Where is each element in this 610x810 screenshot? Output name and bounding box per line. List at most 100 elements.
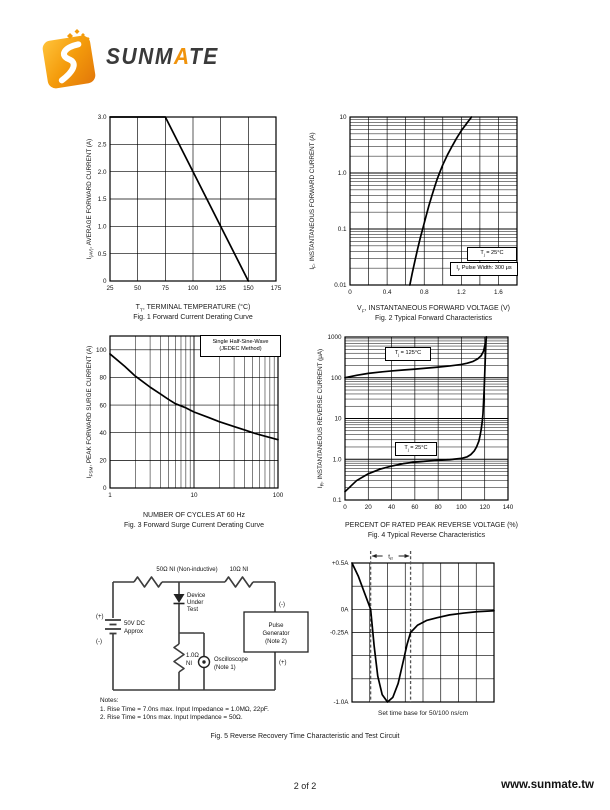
fig4-x-axis-title: PERCENT OF RATED PEAK REVERSE VOLTAGE (%… — [345, 522, 518, 529]
resistor-1ohm-label-1: 1.0Ω — [186, 653, 199, 659]
trr-arrow-right — [404, 554, 410, 558]
fig4-caption: Fig. 4 Typical Reverse Characteristics — [367, 532, 486, 539]
resistor-1ohm-label-2: NI — [186, 661, 192, 667]
trr-label: trr — [388, 554, 393, 561]
x-tick-label: 50 — [134, 285, 142, 292]
y-tick-label: 100 — [331, 375, 342, 382]
oscilloscope-symbol — [197, 655, 211, 669]
fig5-circuit-drawing: 50Ω NI (Non-inductive) 10Ω NI Device Und… — [96, 567, 309, 691]
y-tick-label: 40 — [99, 430, 107, 437]
oscilloscope-label-2: (Note 1) — [214, 665, 236, 671]
x-tick-label: 140 — [503, 504, 514, 511]
fig4-annotation-tj25: Tj = 25°C — [395, 442, 437, 456]
fig5-recovery-waveform: +0.5A 0A -0.25A -1.0A trr Set time base for … — [322, 546, 542, 731]
x-tick-label: 0.8 — [420, 289, 429, 296]
plot-border — [349, 116, 518, 286]
y-tick-label: 0 — [103, 278, 107, 285]
fig2-forward-characteristics: 0 0.4 0.8 1.2 1.6 10 1.0 0.1 0.01 IF, INSTANTANEO… — [298, 103, 598, 333]
fig3-annotation-jedec: Single Half-Sine-Wave (JEDEC Method) — [200, 335, 281, 357]
note-1: 1. Rise Time = 7.0ns max. Input Impedanc… — [100, 705, 269, 713]
fig2-annotation-pulse-width: IF Pulse Width: 300 μs — [450, 262, 518, 276]
x-tick-label: 80 — [435, 504, 443, 511]
battery-label-1: 50V DC — [124, 621, 146, 627]
y-tick-label: 0A — [341, 607, 350, 614]
y-tick-label: 1.5 — [98, 196, 107, 203]
y-axis-title: IR, INSTANTANEOUS REVERSE CURRENT (μA) — [317, 349, 325, 488]
curve-Tj-25C — [344, 336, 488, 493]
x-tick-label: 100 — [188, 285, 199, 292]
fig2-chart: 0 0.4 0.8 1.2 1.6 10 1.0 0.1 0.01 IF, INSTANTANEO… — [309, 114, 518, 296]
fig1-x-axis-title: TT, TERMINAL TEMPERATURE (°C) — [135, 304, 251, 314]
curve-Tj-125C — [344, 336, 488, 379]
x-tick-label: 10 — [190, 492, 198, 499]
y-tick-label: -0.25A — [330, 630, 349, 637]
y-axis-title: I(AV), AVERAGE FORWARD CURRENT (A) — [86, 139, 94, 259]
pulse-generator-label-3: (Note 2) — [265, 639, 287, 645]
website-url: www.sunmate.tw — [501, 779, 594, 791]
fig5-caption: Fig. 5 Reverse Recovery Time Characteris… — [210, 733, 400, 740]
curve-surge-derating — [109, 353, 279, 441]
dut-label-1: Device — [187, 593, 206, 599]
fig1-chart: 25 50 75 100 125 150 175 0 0.5 1.0 1.5 2.0 2.5 3.0 I(A… — [86, 114, 282, 292]
sunmate-wordmark: SUNMATE — [106, 44, 219, 70]
x-tick-label: 20 — [365, 504, 373, 511]
fig3-x-axis-title: NUMBER OF CYCLES AT 60 Hz — [142, 512, 246, 519]
resistor-50ohm — [133, 576, 163, 588]
y-tick-label: 10 — [334, 416, 342, 423]
plot-border — [351, 562, 495, 703]
plot-border — [109, 335, 279, 489]
fig3-caption: Fig. 3 Forward Surge Current Derating Cu… — [123, 522, 265, 529]
notes-title: Notes: — [100, 697, 119, 704]
x-tick-label: 150 — [243, 285, 254, 292]
fig2-caption: Fig. 2 Typical Forward Characteristics — [375, 315, 492, 322]
diode-symbol — [173, 594, 185, 605]
pulse-generator-box — [243, 611, 309, 653]
pulse-generator-minus-label: (-) — [279, 602, 285, 608]
fig5-test-circuit: 50Ω NI (Non-inductive) 10Ω NI Device Und… — [92, 556, 332, 716]
y-tick-label: -1.0A — [333, 699, 349, 706]
sunmate-logo-icon — [42, 29, 96, 89]
battery-plus-label: (+) — [96, 614, 104, 620]
y-tick-label: 1.0 — [98, 224, 107, 231]
y-tick-label: 0.01 — [334, 282, 347, 289]
curve-forward-characteristic — [408, 116, 473, 286]
x-tick-label: 100 — [456, 504, 467, 511]
fig2-annotation-tj: Tj = 25°C — [467, 247, 517, 261]
resistor-1ohm — [173, 643, 185, 673]
fig1-caption: Fig. 1 Forward Current Derating Curve — [133, 314, 253, 321]
y-tick-label: 0.1 — [338, 226, 347, 233]
pulse-generator-label-2: Generator — [262, 631, 289, 637]
y-tick-label: 20 — [99, 458, 107, 465]
x-tick-label: 40 — [388, 504, 396, 511]
y-tick-label: 1000 — [327, 334, 342, 341]
trr-arrow-left — [371, 554, 377, 558]
x-tick-label: 100 — [273, 492, 284, 499]
x-tick-label: 25 — [106, 285, 114, 292]
x-tick-label: 75 — [162, 285, 170, 292]
y-tick-label: 80 — [99, 375, 107, 382]
dut-label-2: Under — [187, 600, 203, 606]
x-tick-label: 1.2 — [457, 289, 466, 296]
y-tick-label: 0 — [103, 485, 107, 492]
fig4-reverse-characteristics: 0 20 40 60 80 100 120 140 1000 100 10 1.0 0.1 IR, INS… — [310, 328, 590, 543]
x-tick-label: 125 — [215, 285, 226, 292]
y-tick-label: 1.0 — [333, 456, 342, 463]
resistor-10ohm — [224, 576, 254, 588]
y-tick-label: 0.5 — [98, 251, 107, 258]
x-tick-label: 1.6 — [494, 289, 503, 296]
logo-sparkles — [67, 29, 90, 41]
plot-border — [344, 336, 509, 501]
fig4-chart: 0 20 40 60 80 100 120 140 1000 100 10 1.0 0.1 IR, INS… — [317, 334, 514, 511]
oscilloscope-label-1: Oscilloscope — [214, 657, 249, 663]
y-tick-label: +0.5A — [332, 560, 349, 567]
x-tick-label: 0.4 — [383, 289, 392, 296]
page-number: 2 of 2 — [293, 781, 317, 791]
waveform-caption: Set time base for 50/100 ns/cm — [378, 710, 468, 717]
y-axis-title: IF, INSTANTANEOUS FORWARD CURRENT (A) — [309, 132, 317, 269]
fig5-waveform-chart: +0.5A 0A -0.25A -1.0A trr — [330, 551, 495, 706]
pulse-generator-label-1: Pulse — [268, 623, 284, 629]
x-tick-label: 120 — [479, 504, 490, 511]
x-tick-label: 0 — [343, 504, 347, 511]
